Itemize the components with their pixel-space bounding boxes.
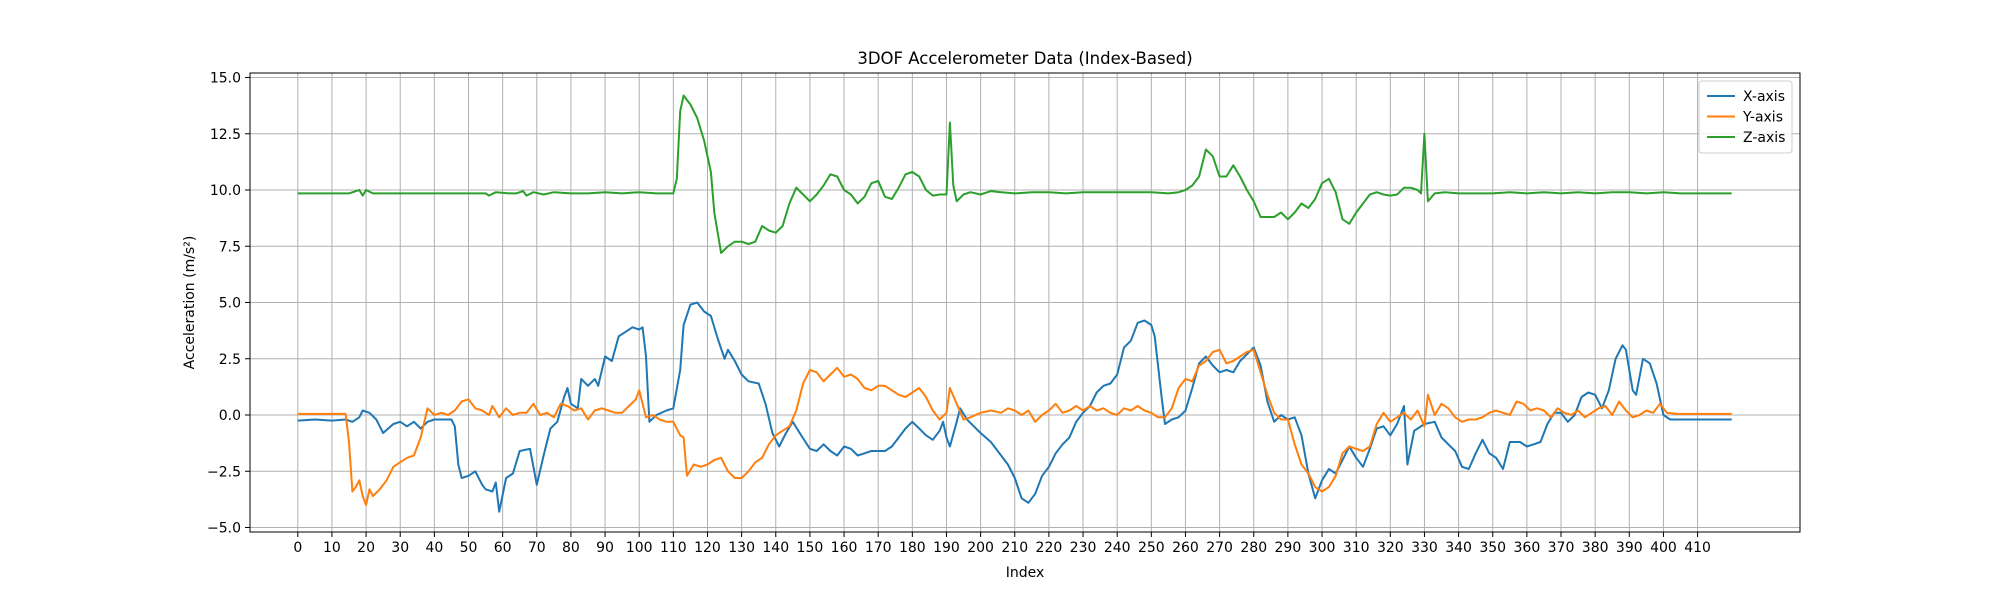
x-tick-label: 40 bbox=[425, 540, 443, 556]
legend-label-z-axis: Z-axis bbox=[1743, 130, 1785, 146]
x-tick-label: 390 bbox=[1616, 540, 1643, 556]
x-tick-label: 0 bbox=[293, 540, 302, 556]
x-tick-label: 340 bbox=[1445, 540, 1472, 556]
x-tick-label: 310 bbox=[1343, 540, 1370, 556]
x-tick-label: 110 bbox=[660, 540, 687, 556]
series-lines bbox=[297, 94, 1732, 513]
x-axis-label: Index bbox=[1006, 565, 1045, 581]
x-tick-label: 20 bbox=[357, 540, 375, 556]
x-tick-label: 400 bbox=[1650, 540, 1677, 556]
x-tick-label: 70 bbox=[528, 540, 546, 556]
x-tick-label: 320 bbox=[1377, 540, 1404, 556]
x-tick-label: 350 bbox=[1479, 540, 1506, 556]
x-tick-label: 280 bbox=[1240, 540, 1267, 556]
series-line-y-axis bbox=[297, 348, 1732, 506]
x-tick-label: 170 bbox=[865, 540, 892, 556]
y-tick-label: 5.0 bbox=[219, 296, 241, 312]
y-tick-label: 10.0 bbox=[210, 183, 241, 199]
legend: X-axis Y-axis Z-axis bbox=[1698, 80, 1793, 154]
x-tick-label: 270 bbox=[1206, 540, 1233, 556]
x-tick-label: 10 bbox=[323, 540, 341, 556]
x-tick-label: 190 bbox=[933, 540, 960, 556]
y-tick-label: 15.0 bbox=[210, 71, 241, 87]
x-tick-label: 260 bbox=[1172, 540, 1199, 556]
x-tick-label: 50 bbox=[460, 540, 478, 556]
x-tick-label: 410 bbox=[1684, 540, 1711, 556]
y-tick-label: 12.5 bbox=[210, 127, 241, 143]
x-tick-label: 80 bbox=[562, 540, 580, 556]
x-tick-label: 60 bbox=[494, 540, 512, 556]
series-line-z-axis bbox=[297, 94, 1732, 254]
x-tick-label: 130 bbox=[728, 540, 755, 556]
x-tick-label: 220 bbox=[1036, 540, 1063, 556]
x-tick-label: 370 bbox=[1548, 540, 1575, 556]
y-tick-label: 7.5 bbox=[219, 239, 241, 255]
legend-label-y-axis: Y-axis bbox=[1742, 110, 1783, 126]
series-line-x-axis bbox=[297, 301, 1732, 513]
x-tick-label: 140 bbox=[762, 540, 789, 556]
x-tick-label: 180 bbox=[899, 540, 926, 556]
x-tick-label: 240 bbox=[1104, 540, 1131, 556]
x-tick-label: 330 bbox=[1411, 540, 1438, 556]
x-tick-label: 300 bbox=[1309, 540, 1336, 556]
x-tick-label: 90 bbox=[596, 540, 614, 556]
chart-title: 3DOF Accelerometer Data (Index-Based) bbox=[857, 49, 1192, 68]
x-tick-label: 100 bbox=[626, 540, 653, 556]
y-tick-label: −5.0 bbox=[207, 521, 241, 537]
legend-box bbox=[1698, 80, 1793, 154]
y-tick-label: 0.0 bbox=[219, 408, 241, 424]
axis-ticks: 0 10 20 30 40 50 60 70 80 90 100 110 120 130 140 150 160… bbox=[207, 71, 1711, 557]
x-tick-label: 30 bbox=[391, 540, 409, 556]
x-tick-label: 200 bbox=[967, 540, 994, 556]
x-tick-label: 230 bbox=[1070, 540, 1097, 556]
y-axis-label: Acceleration (m/s²) bbox=[182, 236, 198, 370]
x-tick-label: 380 bbox=[1582, 540, 1609, 556]
x-tick-label: 290 bbox=[1275, 540, 1302, 556]
x-tick-label: 150 bbox=[797, 540, 824, 556]
x-tick-label: 120 bbox=[694, 540, 721, 556]
y-tick-label: −2.5 bbox=[207, 464, 241, 480]
x-tick-label: 210 bbox=[1001, 540, 1028, 556]
x-tick-label: 360 bbox=[1514, 540, 1541, 556]
y-tick-label: 2.5 bbox=[219, 352, 241, 368]
x-tick-label: 160 bbox=[831, 540, 858, 556]
legend-label-x-axis: X-axis bbox=[1743, 89, 1785, 105]
x-tick-label: 250 bbox=[1138, 540, 1165, 556]
